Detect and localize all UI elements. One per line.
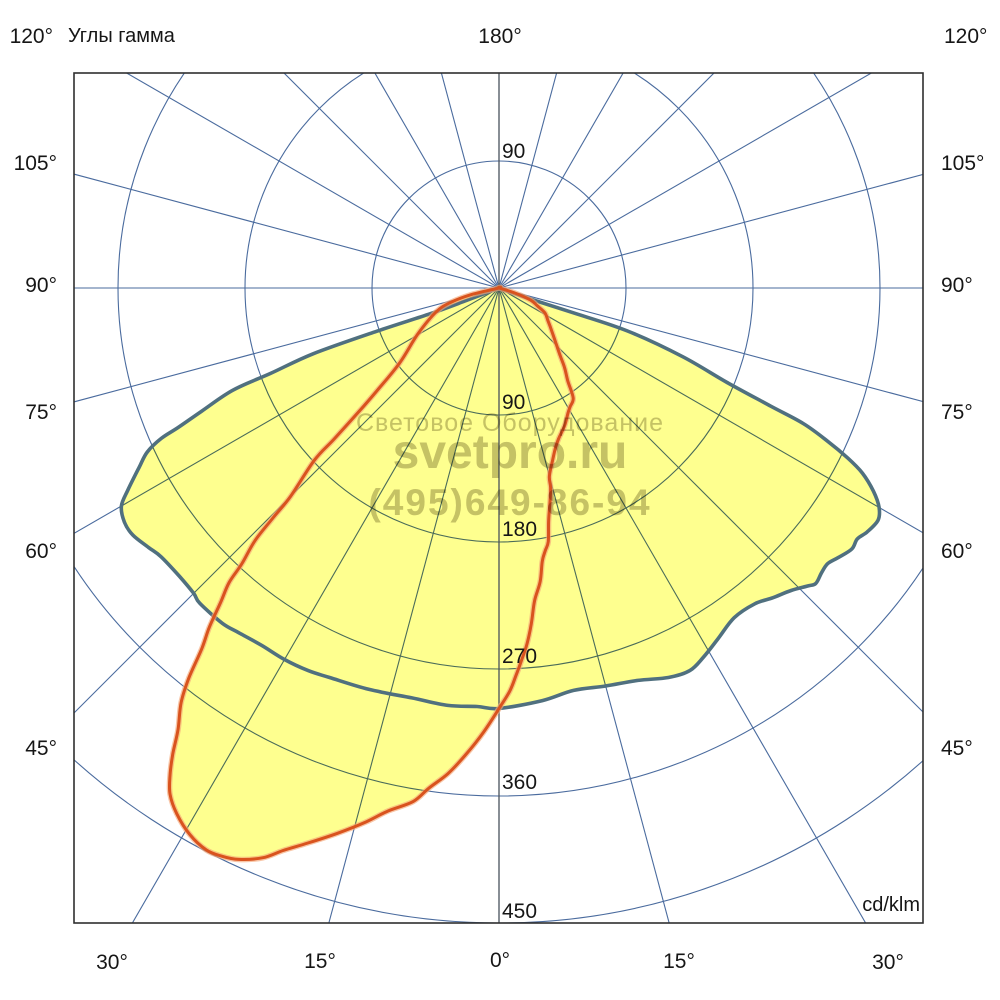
gamma-tick-45-right: 45° <box>941 737 973 760</box>
gamma-tick-75-left: 75° <box>25 401 57 424</box>
chart-title: Углы гамма <box>68 25 175 47</box>
watermark-phone: (495)649-86-94 <box>368 482 652 523</box>
watermark-company: Световое Оборудование <box>356 409 664 437</box>
plot-frame <box>73 72 924 924</box>
gamma-tick-60-right: 60° <box>941 540 973 563</box>
ring-label-180: 180 <box>502 518 537 541</box>
gamma-tick-45-left: 45° <box>25 737 57 760</box>
gamma-tick-90-right: 90° <box>941 274 973 297</box>
gamma-tick-90-left: 90° <box>25 274 57 297</box>
gamma-tick-30-bottom-right: 30° <box>872 951 904 974</box>
gamma-tick-0-bottom: 0° <box>490 949 510 972</box>
gamma-tick-105-right: 105° <box>941 152 984 175</box>
ring-label-90: 90 <box>502 391 525 414</box>
main-lobe-outline <box>119 284 882 711</box>
gamma-tick-30-bottom-left: 30° <box>96 951 128 974</box>
gamma-tick-15-bottom-right: 15° <box>663 950 695 973</box>
gamma-tick-180-top: 180° <box>478 25 521 48</box>
red-curve <box>167 285 575 861</box>
series-2-red-lobe-fill <box>169 287 574 860</box>
gamma-tick-105-left: 105° <box>14 152 57 175</box>
gamma-tick-60-left: 60° <box>25 540 57 563</box>
unit-label: cd/klm <box>862 894 920 916</box>
ring-label-360: 360 <box>502 771 537 794</box>
watermark-site: svetpro.ru <box>392 426 628 479</box>
ring-label-90-top: 90 <box>502 140 525 163</box>
ring-label-450: 450 <box>502 900 537 923</box>
gamma-tick-15-bottom-left: 15° <box>304 950 336 973</box>
ring-label-270: 270 <box>502 645 537 668</box>
gamma-tick-75-right: 75° <box>941 401 973 424</box>
gamma-tick-120-right: 120° <box>944 25 987 48</box>
gamma-tick-120-left: 120° <box>10 25 53 48</box>
